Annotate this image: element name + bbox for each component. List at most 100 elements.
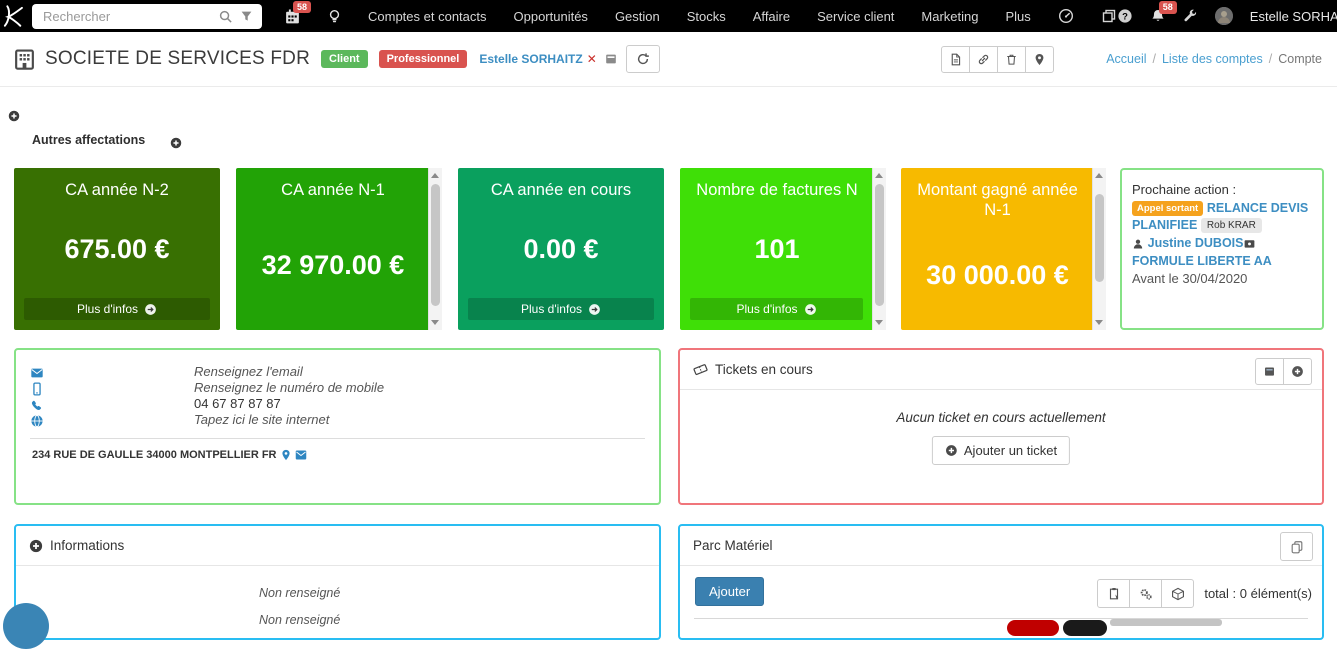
refresh-icon — [637, 53, 649, 65]
action-link[interactable]: RELANCE DEVIS PLANIFIEE — [1132, 200, 1309, 233]
email-icon[interactable] — [295, 449, 307, 461]
menu-marketing[interactable]: Marketing — [921, 8, 979, 24]
refresh-button[interactable] — [625, 45, 660, 73]
archive-icon — [1265, 367, 1274, 376]
parc-toolbar: total : 0 élément(s) — [1097, 579, 1312, 608]
tickets-empty-text: Aucun ticket en cours actuellement — [896, 410, 1106, 425]
menu-comptes[interactable]: Comptes et contacts — [368, 8, 487, 24]
kpi-value: 675.00 € — [64, 234, 170, 265]
kpi-value: 101 — [754, 234, 800, 265]
contact-link[interactable]: Justine DUBOIS — [1147, 236, 1244, 251]
navbar-right: ? 58 Estelle SORHAITZ — [1117, 1, 1337, 25]
link-button[interactable] — [969, 45, 999, 73]
website-icon — [31, 414, 43, 427]
page-header: SOCIETE DE SERVICES FDR Client Professio… — [0, 32, 1337, 87]
website-field[interactable]: Tapez ici le site internet — [194, 412, 330, 427]
plus-circle-icon[interactable] — [29, 539, 43, 553]
card-scrollbar[interactable] — [872, 168, 886, 330]
map-marker-icon[interactable] — [280, 449, 292, 461]
gears-icon — [1140, 588, 1152, 600]
pdf-button[interactable] — [941, 45, 971, 73]
breadcrumb-separator: / — [1152, 52, 1156, 66]
menu-plus[interactable]: Plus — [1005, 8, 1031, 24]
search-input[interactable] — [41, 7, 211, 25]
parc-products-button[interactable] — [1161, 579, 1195, 608]
parc-paste-button[interactable] — [1097, 579, 1131, 608]
add-ticket-button[interactable]: Ajouter un ticket — [931, 436, 1071, 465]
menu-stocks[interactable]: Stocks — [686, 8, 726, 24]
user-menu[interactable]: Estelle SORHAITZ — [1250, 9, 1337, 24]
next-action-label: Prochaine action : — [1132, 182, 1237, 197]
notifications-badge: 58 — [1158, 1, 1177, 14]
svg-text:?: ? — [1122, 11, 1128, 22]
menu-service-client[interactable]: Service client — [817, 8, 895, 24]
parc-settings-button[interactable] — [1129, 579, 1163, 608]
top-navbar: 58 Comptes et contacts Opportunités Gest… — [0, 0, 1337, 32]
help-icon[interactable]: ? — [1117, 8, 1133, 24]
remove-owner-icon[interactable]: ✕ — [586, 52, 597, 66]
kpi-title: CA année en cours — [490, 181, 632, 199]
add-affectation-button[interactable] — [8, 107, 20, 125]
info-value[interactable]: Non renseigné — [259, 586, 341, 600]
phone-field[interactable]: 04 67 87 87 87 — [194, 396, 281, 411]
arrow-circle-right-icon — [804, 303, 816, 315]
arrow-circle-right-icon — [589, 303, 600, 315]
plus-circle-icon — [8, 110, 20, 122]
owner-link[interactable]: Estelle SORHAITZ — [479, 52, 583, 66]
parc-total-text: total : 0 élément(s) — [1204, 586, 1312, 601]
email-field[interactable]: Renseignez l'email — [194, 364, 303, 379]
tickets-archive-button[interactable] — [1255, 358, 1284, 385]
map-marker-icon — [1035, 53, 1044, 65]
breadcrumb-home[interactable]: Accueil — [1106, 52, 1147, 66]
tickets-header: Tickets en cours — [680, 350, 1322, 390]
arrow-circle-right-icon — [145, 303, 156, 315]
wrench-icon[interactable] — [1183, 9, 1198, 24]
filter-icon[interactable] — [240, 10, 253, 23]
app-logo[interactable] — [0, 3, 26, 29]
card-scrollbar[interactable] — [428, 168, 442, 330]
main-menu: Comptes et contacts Opportunités Gestion… — [368, 8, 1117, 24]
menu-affaire[interactable]: Affaire — [752, 8, 791, 24]
plus-circle-icon — [1292, 366, 1303, 377]
search-icon[interactable] — [218, 9, 233, 24]
parc-add-button[interactable]: Ajouter — [695, 577, 765, 606]
plus-circle-icon — [946, 445, 957, 456]
client-badge: Client — [321, 50, 368, 68]
user-icon — [1133, 239, 1143, 249]
copy-icon — [1291, 540, 1302, 553]
email-icon — [31, 368, 43, 377]
parc-black-button-partial[interactable] — [1063, 620, 1107, 636]
user-avatar[interactable] — [1214, 7, 1233, 25]
map-button[interactable] — [1025, 45, 1055, 73]
windows-icon[interactable] — [1101, 8, 1117, 24]
delete-button[interactable] — [997, 45, 1027, 73]
calendar-icon[interactable]: 58 — [284, 0, 312, 25]
info-value[interactable]: Non renseigné — [259, 613, 341, 627]
parc-header: Parc Matériel — [680, 526, 1322, 566]
notifications-bell-icon[interactable]: 58 — [1150, 1, 1177, 24]
kpi-more-link[interactable]: Plus d'infos — [690, 298, 863, 320]
parc-red-button-partial[interactable] — [1007, 620, 1059, 636]
link-icon — [979, 54, 989, 64]
breadcrumb-accounts[interactable]: Liste des comptes — [1161, 52, 1263, 66]
opportunity-link[interactable]: FORMULE LIBERTE AA — [1132, 254, 1272, 269]
kpi-more-link[interactable]: Plus d'infos — [468, 298, 654, 320]
parc-copy-button[interactable] — [1280, 532, 1313, 561]
lightbulb-icon[interactable] — [327, 9, 342, 24]
dashboard-icon[interactable] — [1058, 8, 1074, 24]
archive-icon[interactable] — [604, 52, 618, 66]
mobile-field[interactable]: Renseignez le numéro de mobile — [194, 380, 385, 395]
floating-action-button[interactable] — [3, 603, 49, 649]
menu-gestion[interactable]: Gestion — [614, 8, 660, 24]
k-logo-icon — [3, 5, 23, 27]
file-pdf-icon — [951, 53, 961, 65]
card-scrollbar[interactable] — [1092, 168, 1106, 330]
kpi-title: Nombre de factures N — [696, 181, 858, 199]
menu-opportunites[interactable]: Opportunités — [513, 8, 588, 24]
kpi-more-link[interactable]: Plus d'infos — [24, 298, 210, 320]
deal-icon — [1245, 240, 1255, 248]
address-text: 234 RUE DE GAULLE 34000 MONTPELLIER FR — [32, 449, 277, 461]
add-other-affectation-button[interactable] — [170, 134, 182, 152]
tickets-add-button[interactable] — [1283, 358, 1312, 385]
tickets-panel: Tickets en cours Aucun ticket en cours a… — [678, 348, 1324, 505]
